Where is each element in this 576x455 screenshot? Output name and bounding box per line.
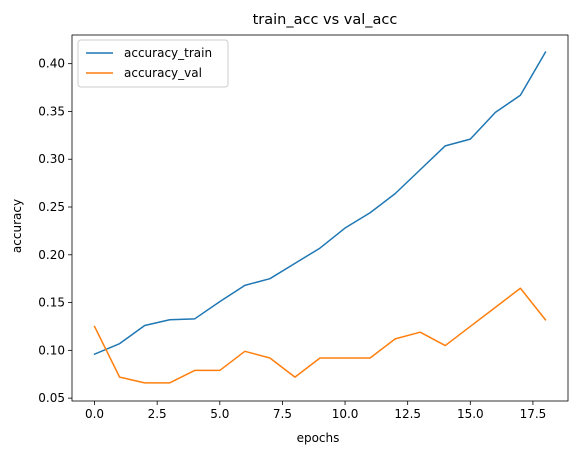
y-tick-label: 0.05 [38, 391, 65, 405]
y-tick-label: 0.20 [38, 248, 65, 262]
y-tick-label: 0.25 [38, 200, 65, 214]
y-tick-label: 0.10 [38, 343, 65, 357]
y-tick-label: 0.15 [38, 296, 65, 310]
legend-label-accuracy-val: accuracy_val [124, 66, 202, 80]
x-tick-label: 0.0 [85, 407, 104, 421]
y-tick-label: 0.40 [38, 57, 65, 71]
y-tick-label: 0.35 [38, 104, 65, 118]
y-axis-label: accuracy [10, 199, 24, 253]
series-line-accuracy-val [93, 287, 547, 384]
x-tick-label: 12.5 [394, 407, 421, 421]
y-tick-label: 0.30 [38, 152, 65, 166]
x-tick-label: 10.0 [332, 407, 359, 421]
series-line-accuracy-train [93, 51, 547, 356]
legend: accuracy_train accuracy_val [77, 39, 229, 88]
x-tick-label: 7.5 [273, 407, 292, 421]
plot-background [72, 35, 568, 401]
x-axis-label: epochs [297, 431, 340, 445]
chart-title: train_acc vs val_acc [253, 12, 398, 28]
x-axis-ticks: 0.0 2.5 5.0 7.5 10.0 12.5 15.0 17.5 [85, 401, 546, 421]
legend-box [77, 39, 229, 88]
x-tick-label: 15.0 [457, 407, 484, 421]
x-tick-label: 5.0 [210, 407, 229, 421]
axes-frame [71, 34, 569, 402]
x-tick-label: 2.5 [148, 407, 167, 421]
y-axis-ticks: 0.05 0.10 0.15 0.20 0.25 0.30 0.35 0.40 [38, 57, 72, 405]
x-tick-label: 17.5 [520, 407, 547, 421]
legend-label-accuracy-train: accuracy_train [124, 46, 212, 60]
series-lines [93, 51, 547, 384]
plot-area [72, 35, 568, 401]
